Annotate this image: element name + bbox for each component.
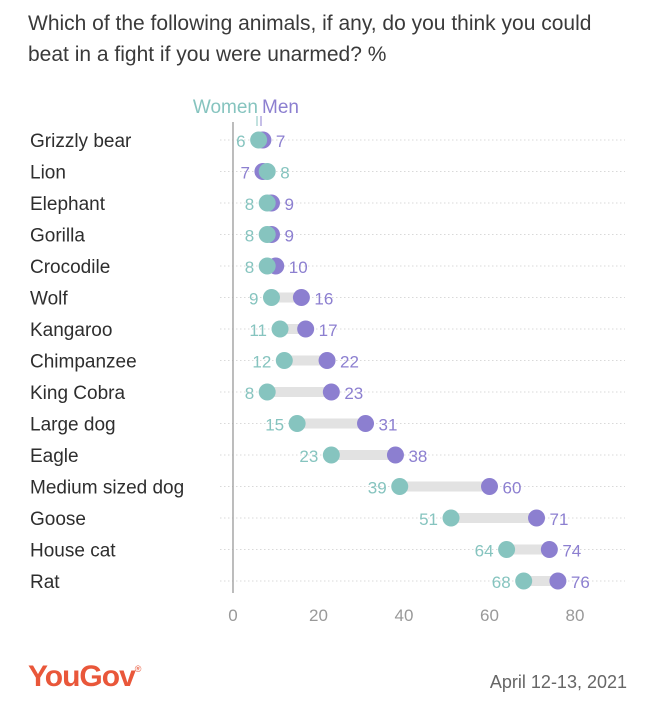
women-value-label: 15 — [265, 416, 284, 435]
x-tick-label: 60 — [480, 606, 499, 625]
x-tick-label: 20 — [309, 606, 328, 625]
category-label: Grizzly bear — [30, 131, 132, 152]
men-value-label: 74 — [562, 542, 581, 561]
men-value-label: 71 — [550, 510, 569, 529]
women-point — [442, 509, 460, 527]
category-label: Lion — [30, 163, 66, 184]
men-point — [540, 541, 558, 558]
women-point — [258, 226, 276, 243]
men-value-label: 7 — [276, 132, 285, 151]
dumbbell-chart: Women Men Grizzly bear 6 7 Lion 7 8 Elephant 8 9 Go… — [30, 97, 625, 625]
women-point — [271, 320, 289, 338]
men-point — [386, 446, 404, 464]
women-value-label: 39 — [368, 479, 387, 498]
category-label: Goose — [30, 509, 86, 530]
category-label: Rat — [30, 572, 60, 593]
men-value-label: 31 — [379, 416, 398, 435]
x-tick-label: 80 — [566, 606, 585, 625]
category-label: Crocodile — [30, 257, 110, 278]
women-value-label: 12 — [252, 353, 271, 372]
logo-text: YouGov — [28, 660, 136, 693]
chart-title: Which of the following animals, if any, … — [28, 12, 592, 66]
men-value-label: 9 — [284, 195, 293, 214]
men-value-label: 60 — [503, 479, 522, 498]
category-label: Eagle — [30, 446, 79, 467]
women-value-label: 9 — [249, 290, 258, 309]
category-label: King Cobra — [30, 383, 125, 404]
women-point — [322, 446, 340, 464]
men-value-label: 9 — [284, 227, 293, 246]
women-value-label: 64 — [475, 542, 494, 561]
men-value-label: 16 — [314, 290, 333, 309]
women-point — [258, 194, 276, 212]
category-label: Kangaroo — [30, 320, 112, 341]
women-point — [391, 478, 409, 495]
women-point — [258, 163, 276, 180]
women-value-label: 51 — [419, 510, 438, 529]
men-value-label: 38 — [408, 447, 427, 466]
women-point — [258, 257, 276, 275]
women-value-label: 11 — [249, 321, 267, 340]
men-point — [549, 572, 567, 590]
men-point — [318, 352, 336, 369]
category-label: Medium sized dog — [30, 478, 184, 499]
women-value-label: 8 — [245, 258, 254, 277]
yougov-logo: YouGov® — [28, 660, 142, 694]
category-label: Chimpanzee — [30, 352, 137, 373]
legend-men: Men — [262, 97, 299, 118]
women-point — [258, 383, 276, 401]
legend-women: Women — [193, 97, 258, 118]
survey-date: April 12-13, 2021 — [489, 672, 627, 692]
registered-mark: ® — [134, 664, 142, 674]
men-point — [292, 289, 310, 306]
women-value-label: 8 — [245, 195, 254, 214]
category-label: Elephant — [30, 194, 106, 215]
x-tick-label: 40 — [395, 606, 414, 625]
men-point — [528, 509, 546, 527]
women-point — [515, 572, 533, 590]
men-value-label: 10 — [289, 258, 308, 277]
women-point — [288, 415, 306, 432]
women-point — [498, 541, 516, 558]
women-value-label: 8 — [280, 164, 289, 183]
men-point — [357, 415, 375, 432]
category-label: Wolf — [30, 289, 68, 310]
category-label: House cat — [30, 541, 116, 562]
men-value-label: 17 — [319, 321, 338, 340]
men-point — [481, 478, 498, 495]
x-tick-label: 0 — [228, 606, 237, 625]
category-label: Large dog — [30, 415, 116, 436]
men-value-label: 76 — [571, 573, 590, 592]
men-value-label: 23 — [344, 384, 363, 403]
men-value-label: 7 — [240, 164, 249, 183]
category-label: Gorilla — [30, 226, 85, 247]
men-point — [322, 383, 340, 401]
women-value-label: 8 — [245, 384, 254, 403]
women-point — [250, 131, 268, 149]
men-point — [297, 320, 315, 338]
women-value-label: 6 — [236, 132, 245, 151]
women-value-label: 68 — [492, 573, 511, 592]
women-value-label: 8 — [245, 227, 254, 246]
women-value-label: 23 — [299, 447, 318, 466]
men-value-label: 22 — [340, 353, 359, 372]
women-point — [262, 289, 280, 306]
women-point — [275, 352, 293, 369]
